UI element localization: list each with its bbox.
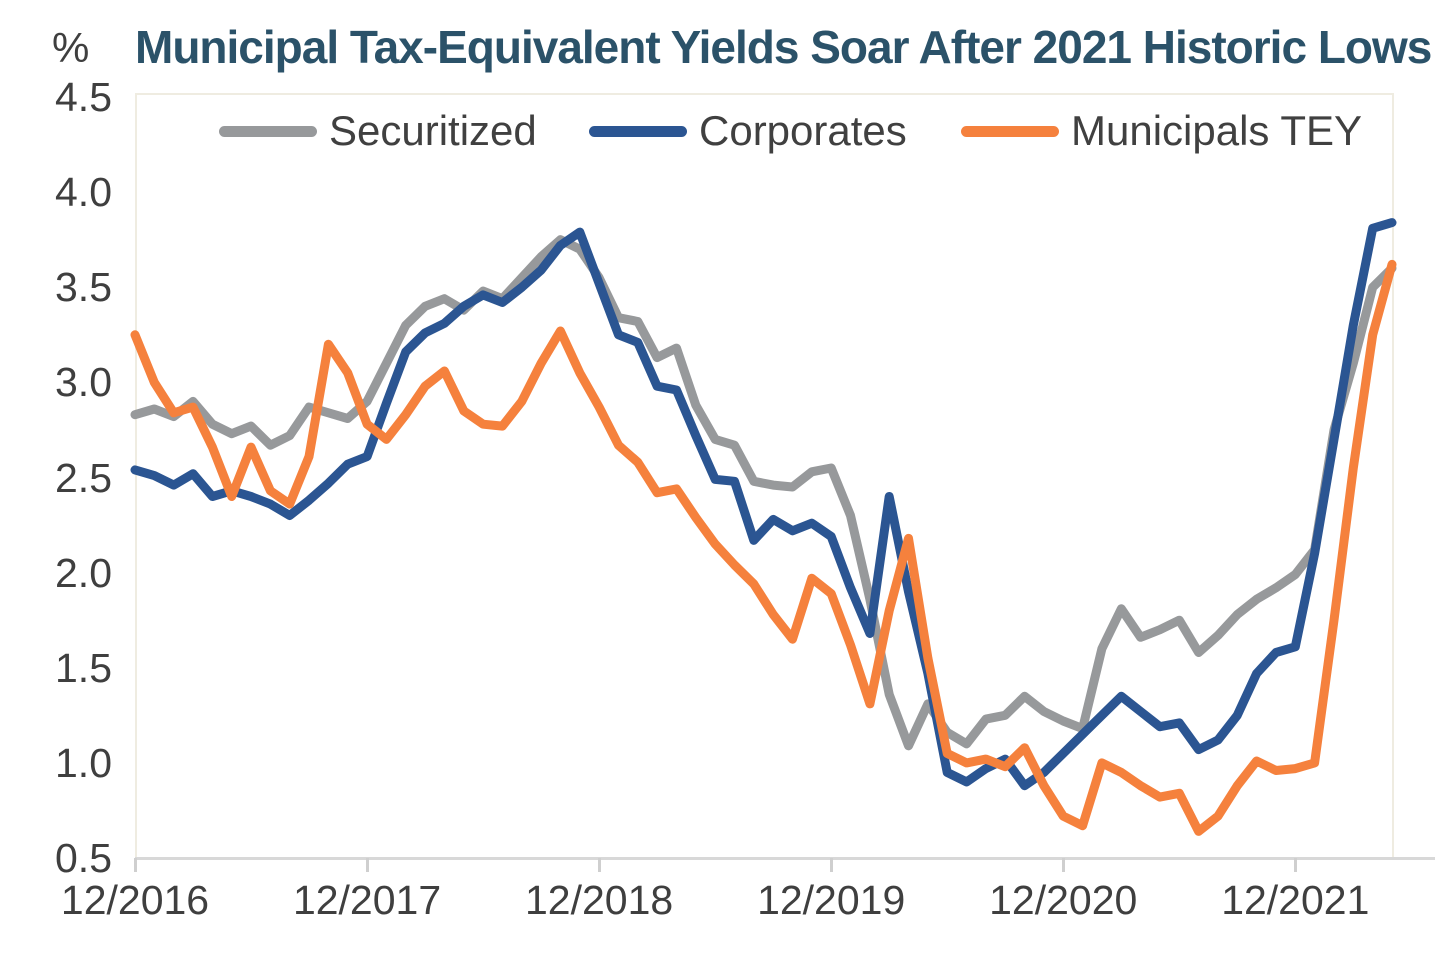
legend-label: Municipals TEY [1071, 107, 1363, 154]
legend-item-corporates: Corporates [589, 107, 907, 154]
y-tick-label: 2.0 [55, 549, 112, 596]
y-tick-label: 4.0 [55, 169, 112, 216]
legend-item-securitized: Securitized [219, 107, 537, 154]
x-tick-mark [365, 858, 369, 872]
legend-item-municipals-tey: Municipals TEY [961, 107, 1363, 154]
y-tick-label: 1.5 [55, 644, 112, 691]
x-tick-label: 12/2019 [757, 877, 906, 923]
x-tick-label: 12/2017 [292, 877, 442, 923]
chart-title: Municipal Tax-Equivalent Yields Soar Aft… [135, 21, 1432, 73]
x-axis-line [135, 857, 1435, 860]
x-tick-mark [1293, 858, 1297, 872]
x-tick-mark [1061, 858, 1065, 872]
x-tick-mark [829, 858, 833, 872]
y-tick-label: 4.5 [55, 74, 112, 120]
legend-swatch-icon [219, 125, 317, 137]
plot-area-border [135, 93, 1394, 860]
legend-label: Securitized [329, 107, 537, 154]
y-tick-label: 2.5 [55, 454, 112, 501]
y-tick-label: 3.0 [55, 359, 112, 406]
x-tick-label: 12/2020 [989, 877, 1138, 923]
y-tick-label: 3.5 [55, 264, 112, 311]
legend-swatch-icon [961, 125, 1059, 137]
x-tick-mark [133, 858, 137, 872]
legend-label: Corporates [699, 107, 907, 154]
x-tick-label: 12/2016 [60, 877, 210, 923]
y-tick-label: 0.5 [55, 835, 112, 881]
y-tick-label: 1.0 [55, 739, 112, 786]
x-tick-label: 12/2021 [1221, 877, 1370, 923]
x-tick-mark [597, 858, 601, 872]
x-tick-label: 12/2018 [525, 877, 674, 923]
y-axis-unit-label: % [52, 24, 90, 71]
legend-swatch-icon [589, 125, 687, 137]
